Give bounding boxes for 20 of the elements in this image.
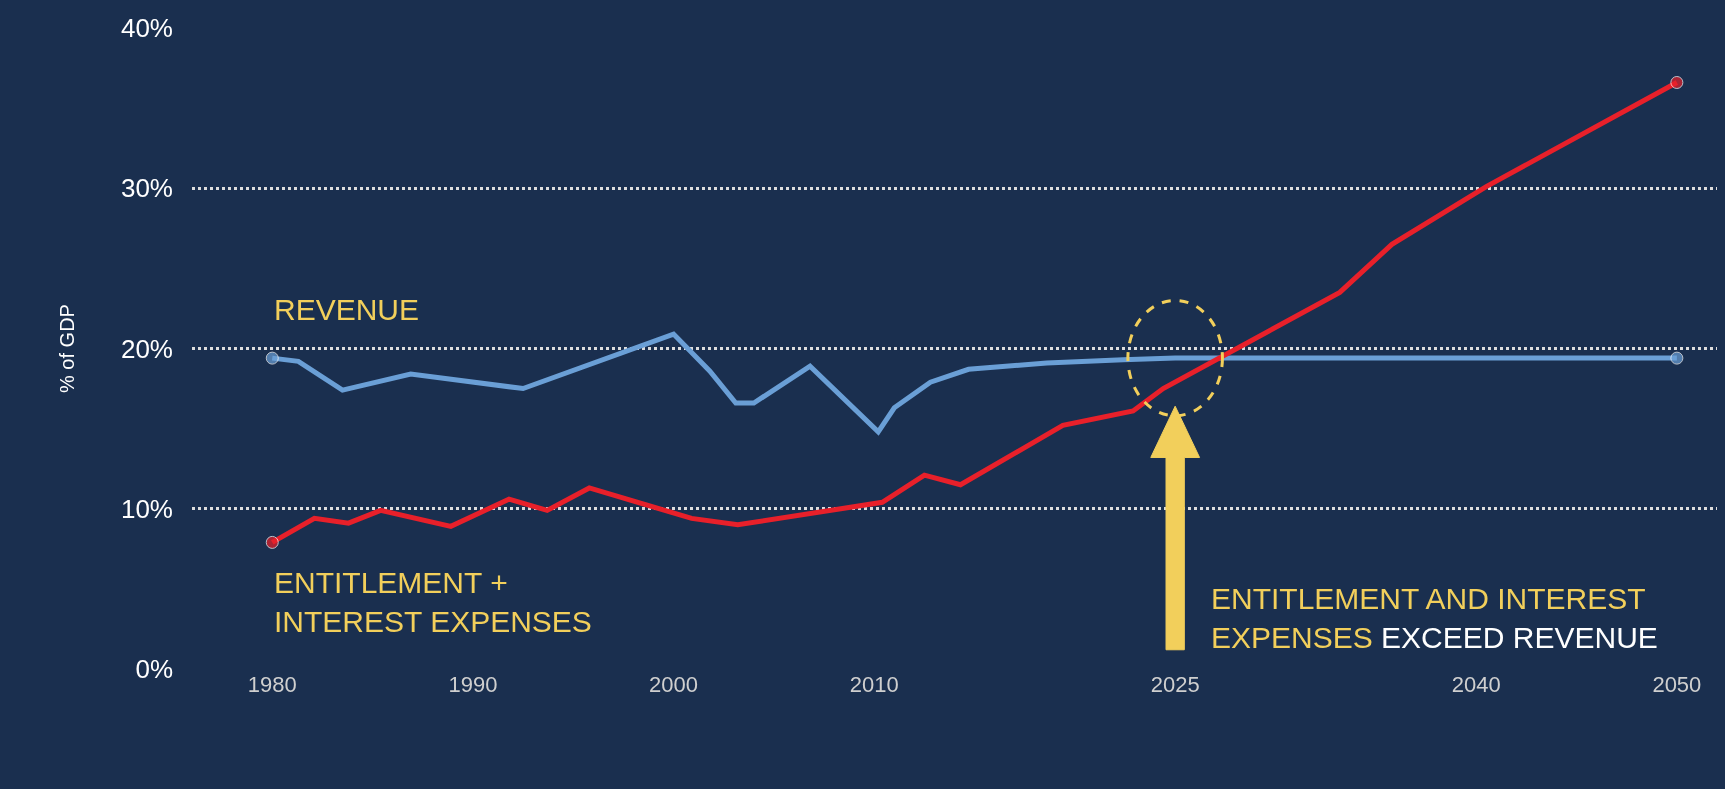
x-tick-label: 2025: [1150, 672, 1200, 697]
y-tick-label: 0%: [135, 654, 173, 685]
y-tick-label: 20%: [120, 333, 173, 364]
y-tick-label: 30%: [120, 173, 173, 204]
x-tick-label: 1990: [448, 672, 498, 697]
y-tick-label: 40%: [120, 13, 173, 44]
x-tick-label: 2050: [1652, 672, 1702, 697]
y-axis-title: % of GDP: [56, 304, 79, 393]
x-tick-label: 2040: [1451, 672, 1501, 697]
point: [265, 351, 279, 365]
annotation: ENTITLEMENT AND INTEREST EXPENSES EXCEED REVENUE: [1211, 582, 1658, 654]
x-tick-label: 2000: [649, 672, 699, 697]
series-label: REVENUE: [274, 293, 420, 326]
point: [1670, 351, 1684, 365]
point: [1670, 75, 1684, 89]
x-tick-label: 1980: [247, 672, 297, 697]
y-tick-label: 10%: [120, 493, 173, 524]
series-label: ENTITLEMENT + INTEREST EXPENSES: [274, 566, 592, 638]
x-tick-label: 2010: [849, 672, 899, 697]
point: [265, 535, 279, 549]
